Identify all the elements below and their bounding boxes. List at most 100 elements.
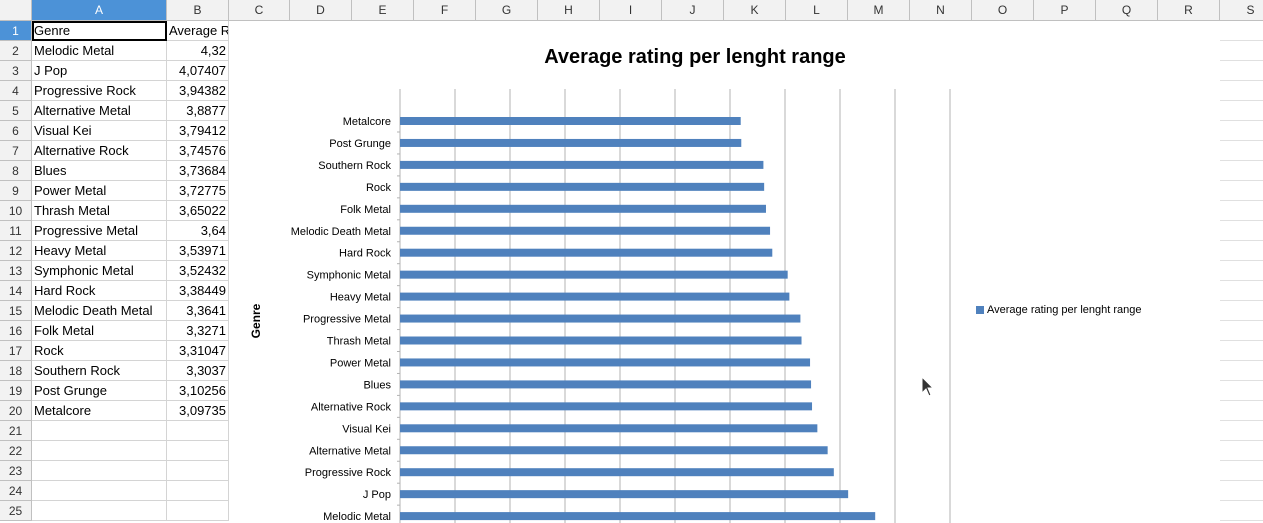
column-header-k[interactable]: K <box>724 0 786 21</box>
row-header-10[interactable]: 10 <box>0 201 32 221</box>
row-header-23[interactable]: 23 <box>0 461 32 481</box>
cell-a1-genre-header[interactable]: Genre <box>32 21 167 41</box>
rating-cell[interactable]: 3,64 <box>167 221 229 241</box>
column-header-s[interactable]: S <box>1220 0 1263 21</box>
empty-cell[interactable] <box>1220 361 1263 381</box>
genre-cell[interactable]: Metalcore <box>32 401 167 421</box>
rating-cell[interactable]: 3,8877 <box>167 101 229 121</box>
empty-cell[interactable] <box>32 421 167 441</box>
empty-cell[interactable] <box>1220 121 1263 141</box>
rating-cell[interactable]: 3,38449 <box>167 281 229 301</box>
empty-cell[interactable] <box>1220 321 1263 341</box>
rating-cell[interactable]: 3,3641 <box>167 301 229 321</box>
genre-cell[interactable]: Melodic Metal <box>32 41 167 61</box>
rating-cell[interactable]: 3,65022 <box>167 201 229 221</box>
row-header-11[interactable]: 11 <box>0 221 32 241</box>
empty-cell[interactable] <box>1220 201 1263 221</box>
row-header-19[interactable]: 19 <box>0 381 32 401</box>
row-header-12[interactable]: 12 <box>0 241 32 261</box>
empty-cell[interactable] <box>1220 441 1263 461</box>
rating-cell[interactable]: 3,72775 <box>167 181 229 201</box>
column-header-r[interactable]: R <box>1158 0 1220 21</box>
row-header-7[interactable]: 7 <box>0 141 32 161</box>
empty-cell[interactable] <box>167 481 229 501</box>
row-header-6[interactable]: 6 <box>0 121 32 141</box>
empty-cell[interactable] <box>167 441 229 461</box>
empty-cell[interactable] <box>1220 181 1263 201</box>
row-header-9[interactable]: 9 <box>0 181 32 201</box>
empty-cell[interactable] <box>1220 61 1263 81</box>
empty-cell[interactable] <box>1220 501 1263 521</box>
empty-cell[interactable] <box>1220 101 1263 121</box>
genre-cell[interactable]: Progressive Metal <box>32 221 167 241</box>
rating-cell[interactable]: 3,79412 <box>167 121 229 141</box>
genre-cell[interactable]: Melodic Death Metal <box>32 301 167 321</box>
row-header-16[interactable]: 16 <box>0 321 32 341</box>
column-header-f[interactable]: F <box>414 0 476 21</box>
row-header-14[interactable]: 14 <box>0 281 32 301</box>
empty-cell[interactable] <box>1220 281 1263 301</box>
genre-cell[interactable]: Alternative Metal <box>32 101 167 121</box>
empty-cell[interactable] <box>32 481 167 501</box>
rating-cell[interactable]: 3,3271 <box>167 321 229 341</box>
rating-cell[interactable]: 4,07407 <box>167 61 229 81</box>
cell-b1-rating-header[interactable]: Average R <box>167 21 229 41</box>
rating-cell[interactable]: 3,74576 <box>167 141 229 161</box>
row-header-22[interactable]: 22 <box>0 441 32 461</box>
genre-cell[interactable]: Thrash Metal <box>32 201 167 221</box>
rating-cell[interactable]: 3,53971 <box>167 241 229 261</box>
row-header-15[interactable]: 15 <box>0 301 32 321</box>
genre-cell[interactable]: Hard Rock <box>32 281 167 301</box>
column-header-e[interactable]: E <box>352 0 414 21</box>
column-header-q[interactable]: Q <box>1096 0 1158 21</box>
rating-cell[interactable]: 3,09735 <box>167 401 229 421</box>
genre-cell[interactable]: Progressive Rock <box>32 81 167 101</box>
genre-cell[interactable]: Visual Kei <box>32 121 167 141</box>
column-header-n[interactable]: N <box>910 0 972 21</box>
rating-cell[interactable]: 3,52432 <box>167 261 229 281</box>
row-header-17[interactable]: 17 <box>0 341 32 361</box>
column-header-g[interactable]: G <box>476 0 538 21</box>
row-header-13[interactable]: 13 <box>0 261 32 281</box>
row-header-21[interactable]: 21 <box>0 421 32 441</box>
genre-cell[interactable]: Post Grunge <box>32 381 167 401</box>
empty-cell[interactable] <box>1220 241 1263 261</box>
row-header-3[interactable]: 3 <box>0 61 32 81</box>
row-header-5[interactable]: 5 <box>0 101 32 121</box>
rating-cell[interactable]: 3,94382 <box>167 81 229 101</box>
rating-cell[interactable]: 3,73684 <box>167 161 229 181</box>
column-header-p[interactable]: P <box>1034 0 1096 21</box>
rating-cell[interactable]: 4,32 <box>167 41 229 61</box>
empty-cell[interactable] <box>1220 421 1263 441</box>
empty-cell[interactable] <box>1220 21 1263 41</box>
genre-cell[interactable]: Symphonic Metal <box>32 261 167 281</box>
column-header-c[interactable]: C <box>229 0 290 21</box>
empty-cell[interactable] <box>1220 341 1263 361</box>
empty-cell[interactable] <box>167 421 229 441</box>
genre-cell[interactable]: Alternative Rock <box>32 141 167 161</box>
empty-cell[interactable] <box>167 461 229 481</box>
row-header-24[interactable]: 24 <box>0 481 32 501</box>
genre-cell[interactable]: Rock <box>32 341 167 361</box>
row-header-25[interactable]: 25 <box>0 501 32 521</box>
empty-cell[interactable] <box>1220 461 1263 481</box>
empty-cell[interactable] <box>32 441 167 461</box>
empty-cell[interactable] <box>1220 41 1263 61</box>
empty-cell[interactable] <box>1220 481 1263 501</box>
genre-cell[interactable]: Power Metal <box>32 181 167 201</box>
column-header-a[interactable]: A <box>32 0 167 21</box>
genre-cell[interactable]: Southern Rock <box>32 361 167 381</box>
empty-cell[interactable] <box>32 501 167 521</box>
bar-chart[interactable]: Average rating per lenght range Metalcore… <box>230 21 1160 523</box>
rating-cell[interactable]: 3,31047 <box>167 341 229 361</box>
empty-cell[interactable] <box>32 461 167 481</box>
empty-cell[interactable] <box>1220 401 1263 421</box>
column-header-i[interactable]: I <box>600 0 662 21</box>
empty-cell[interactable] <box>167 501 229 521</box>
row-header-8[interactable]: 8 <box>0 161 32 181</box>
genre-cell[interactable]: Folk Metal <box>32 321 167 341</box>
column-header-b[interactable]: B <box>167 0 229 21</box>
column-header-l[interactable]: L <box>786 0 848 21</box>
genre-cell[interactable]: Blues <box>32 161 167 181</box>
column-header-o[interactable]: O <box>972 0 1034 21</box>
